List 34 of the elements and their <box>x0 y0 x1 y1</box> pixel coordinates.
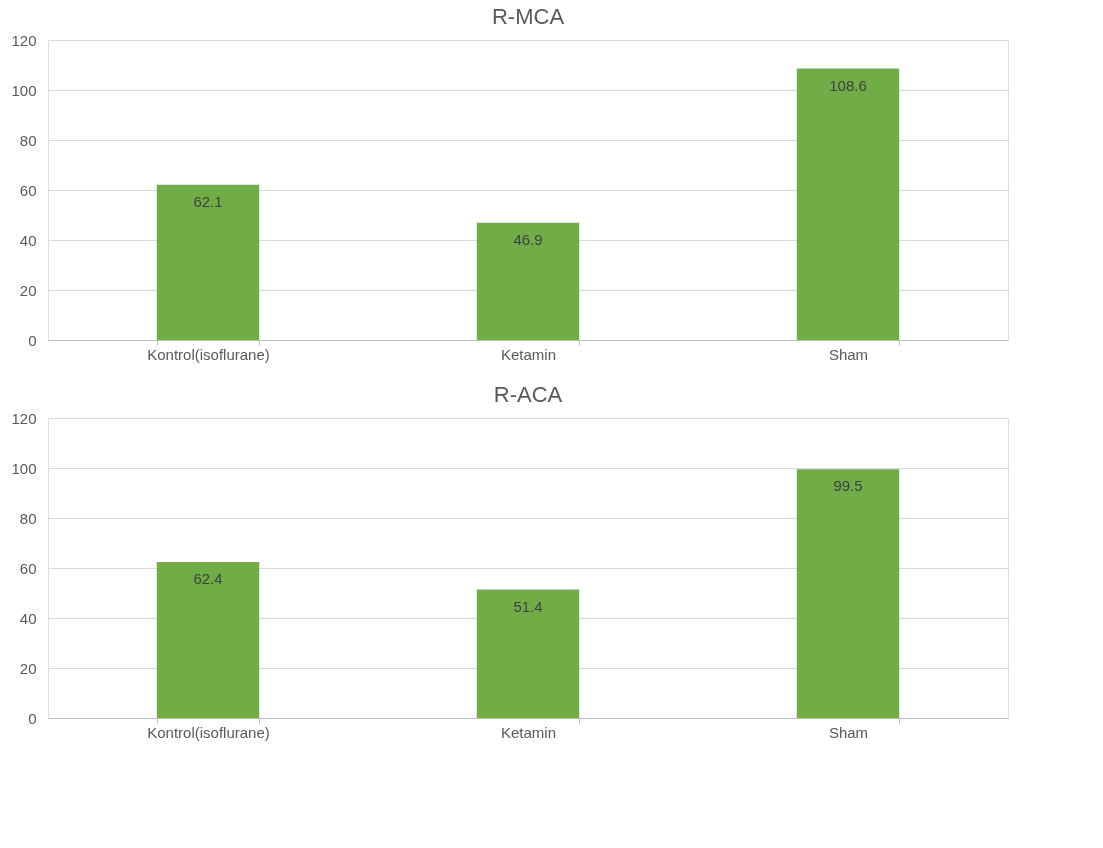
x-tick-label: Ketamin <box>500 345 557 363</box>
data-label: 62.4 <box>193 570 223 587</box>
x-tick-label: Sham <box>828 345 869 363</box>
x-tick-label: Ketamin <box>500 723 557 741</box>
y-tick-label: 20 <box>19 281 37 299</box>
bar <box>156 184 260 340</box>
y-tick-label: 40 <box>19 609 37 627</box>
y-tick-label: 100 <box>11 459 37 477</box>
data-label: 46.9 <box>513 230 543 248</box>
y-tick-label: 60 <box>19 559 37 577</box>
bar <box>796 469 900 718</box>
x-tick-label: Kontrol(isoflurane) <box>147 345 270 363</box>
x-tick-label: Sham <box>828 723 869 741</box>
y-tick-label: 20 <box>19 659 37 677</box>
y-tick-label: 0 <box>28 709 37 727</box>
bar <box>156 562 260 718</box>
bar <box>476 589 580 718</box>
y-tick-label: 120 <box>11 31 37 49</box>
y-tick-label: 0 <box>28 331 37 349</box>
y-tick-label: 60 <box>19 181 37 199</box>
data-label: 108.6 <box>829 76 867 94</box>
x-tick-label: Kontrol(isoflurane) <box>147 723 270 741</box>
data-label: 51.4 <box>513 597 543 615</box>
y-tick-label: 80 <box>19 131 37 149</box>
data-label: 99.5 <box>833 477 863 495</box>
data-label: 62.1 <box>193 192 223 210</box>
bar <box>476 222 580 340</box>
y-tick-label: 80 <box>19 509 37 527</box>
bar <box>796 68 900 340</box>
y-tick-label: 120 <box>11 409 37 427</box>
y-tick-label: 40 <box>19 231 37 249</box>
chart-title: R-MCA <box>491 4 565 29</box>
chart-title: R-ACA <box>493 382 563 407</box>
y-tick-label: 100 <box>11 81 37 99</box>
